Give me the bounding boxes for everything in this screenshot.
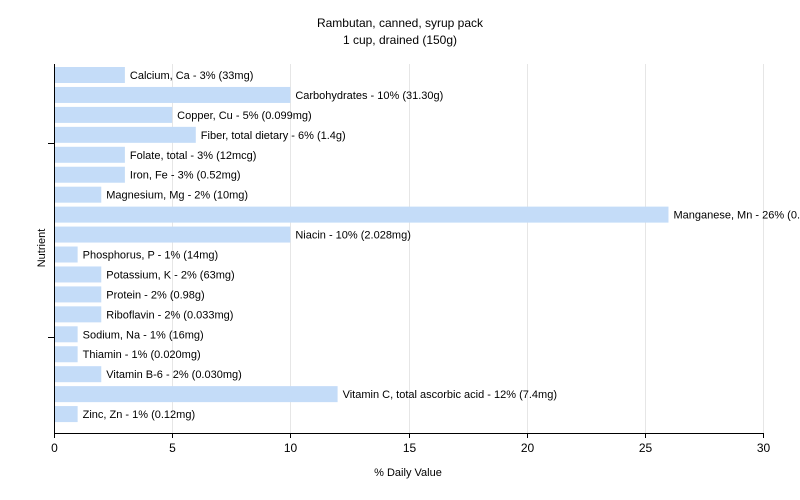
bar	[55, 286, 102, 303]
bar-label: Folate, total - 3% (12mcg)	[130, 150, 257, 162]
bar-label: Sodium, Na - 1% (16mg)	[83, 329, 204, 341]
axes: 0 5 10 15 20 25 30	[48, 64, 770, 455]
chart-subtitle: 1 cup, drained (150g)	[343, 33, 457, 47]
bar	[55, 226, 291, 243]
x-tick-label: 15	[403, 441, 417, 455]
x-axis-title: % Daily Value	[374, 467, 442, 479]
x-tick-label: 0	[51, 441, 58, 455]
bar-label: Fiber, total dietary - 6% (1.4g)	[201, 130, 346, 142]
bar	[55, 386, 338, 403]
y-axis-title: Nutrient	[36, 229, 48, 268]
x-tick-label: 30	[757, 441, 771, 455]
bar-label: Vitamin B-6 - 2% (0.030mg)	[106, 369, 242, 381]
bar	[55, 246, 78, 263]
bar-label: Phosphorus, P - 1% (14mg)	[83, 250, 219, 262]
bar-label: Potassium, K - 2% (63mg)	[106, 269, 234, 281]
bar-label: Zinc, Zn - 1% (0.12mg)	[83, 409, 195, 421]
bar-label: Niacin - 10% (2.028mg)	[295, 230, 411, 242]
bar	[55, 126, 196, 143]
bar	[55, 67, 125, 83]
bar	[55, 146, 125, 163]
bar-label: Copper, Cu - 5% (0.099mg)	[177, 110, 312, 122]
bar-label: Iron, Fe - 3% (0.52mg)	[130, 170, 241, 182]
x-tick-label: 25	[639, 441, 653, 455]
x-tick-label: 5	[169, 441, 176, 455]
bar	[55, 166, 125, 183]
bar	[55, 266, 102, 283]
bar	[55, 366, 102, 383]
x-tick-label: 20	[521, 441, 535, 455]
chart-title: Rambutan, canned, syrup pack	[317, 16, 484, 30]
bar	[55, 346, 78, 363]
bar	[55, 186, 102, 203]
bar-label: Vitamin C, total ascorbic acid - 12% (7.…	[343, 389, 557, 401]
grid	[172, 64, 764, 433]
x-tick-label: 10	[284, 441, 298, 455]
bars: Calcium, Ca - 3% (33mg) Carbohydrates - 1…	[55, 67, 800, 423]
bar-label: Magnesium, Mg - 2% (10mg)	[106, 190, 248, 202]
bar-label: Protein - 2% (0.98g)	[106, 289, 204, 301]
bar	[55, 106, 173, 123]
bar-label: Carbohydrates - 10% (31.30g)	[295, 90, 443, 102]
bar	[55, 406, 78, 423]
bar-label: Riboflavin - 2% (0.033mg)	[106, 309, 233, 321]
bar	[55, 86, 291, 103]
bar	[55, 206, 669, 223]
bar	[55, 326, 78, 343]
bar-label: Calcium, Ca - 3% (33mg)	[130, 70, 253, 82]
bar-label: Manganese, Mn - 26% (0.514mg)	[673, 210, 800, 222]
bar-label: Thiamin - 1% (0.020mg)	[83, 349, 201, 361]
bar	[55, 306, 102, 323]
